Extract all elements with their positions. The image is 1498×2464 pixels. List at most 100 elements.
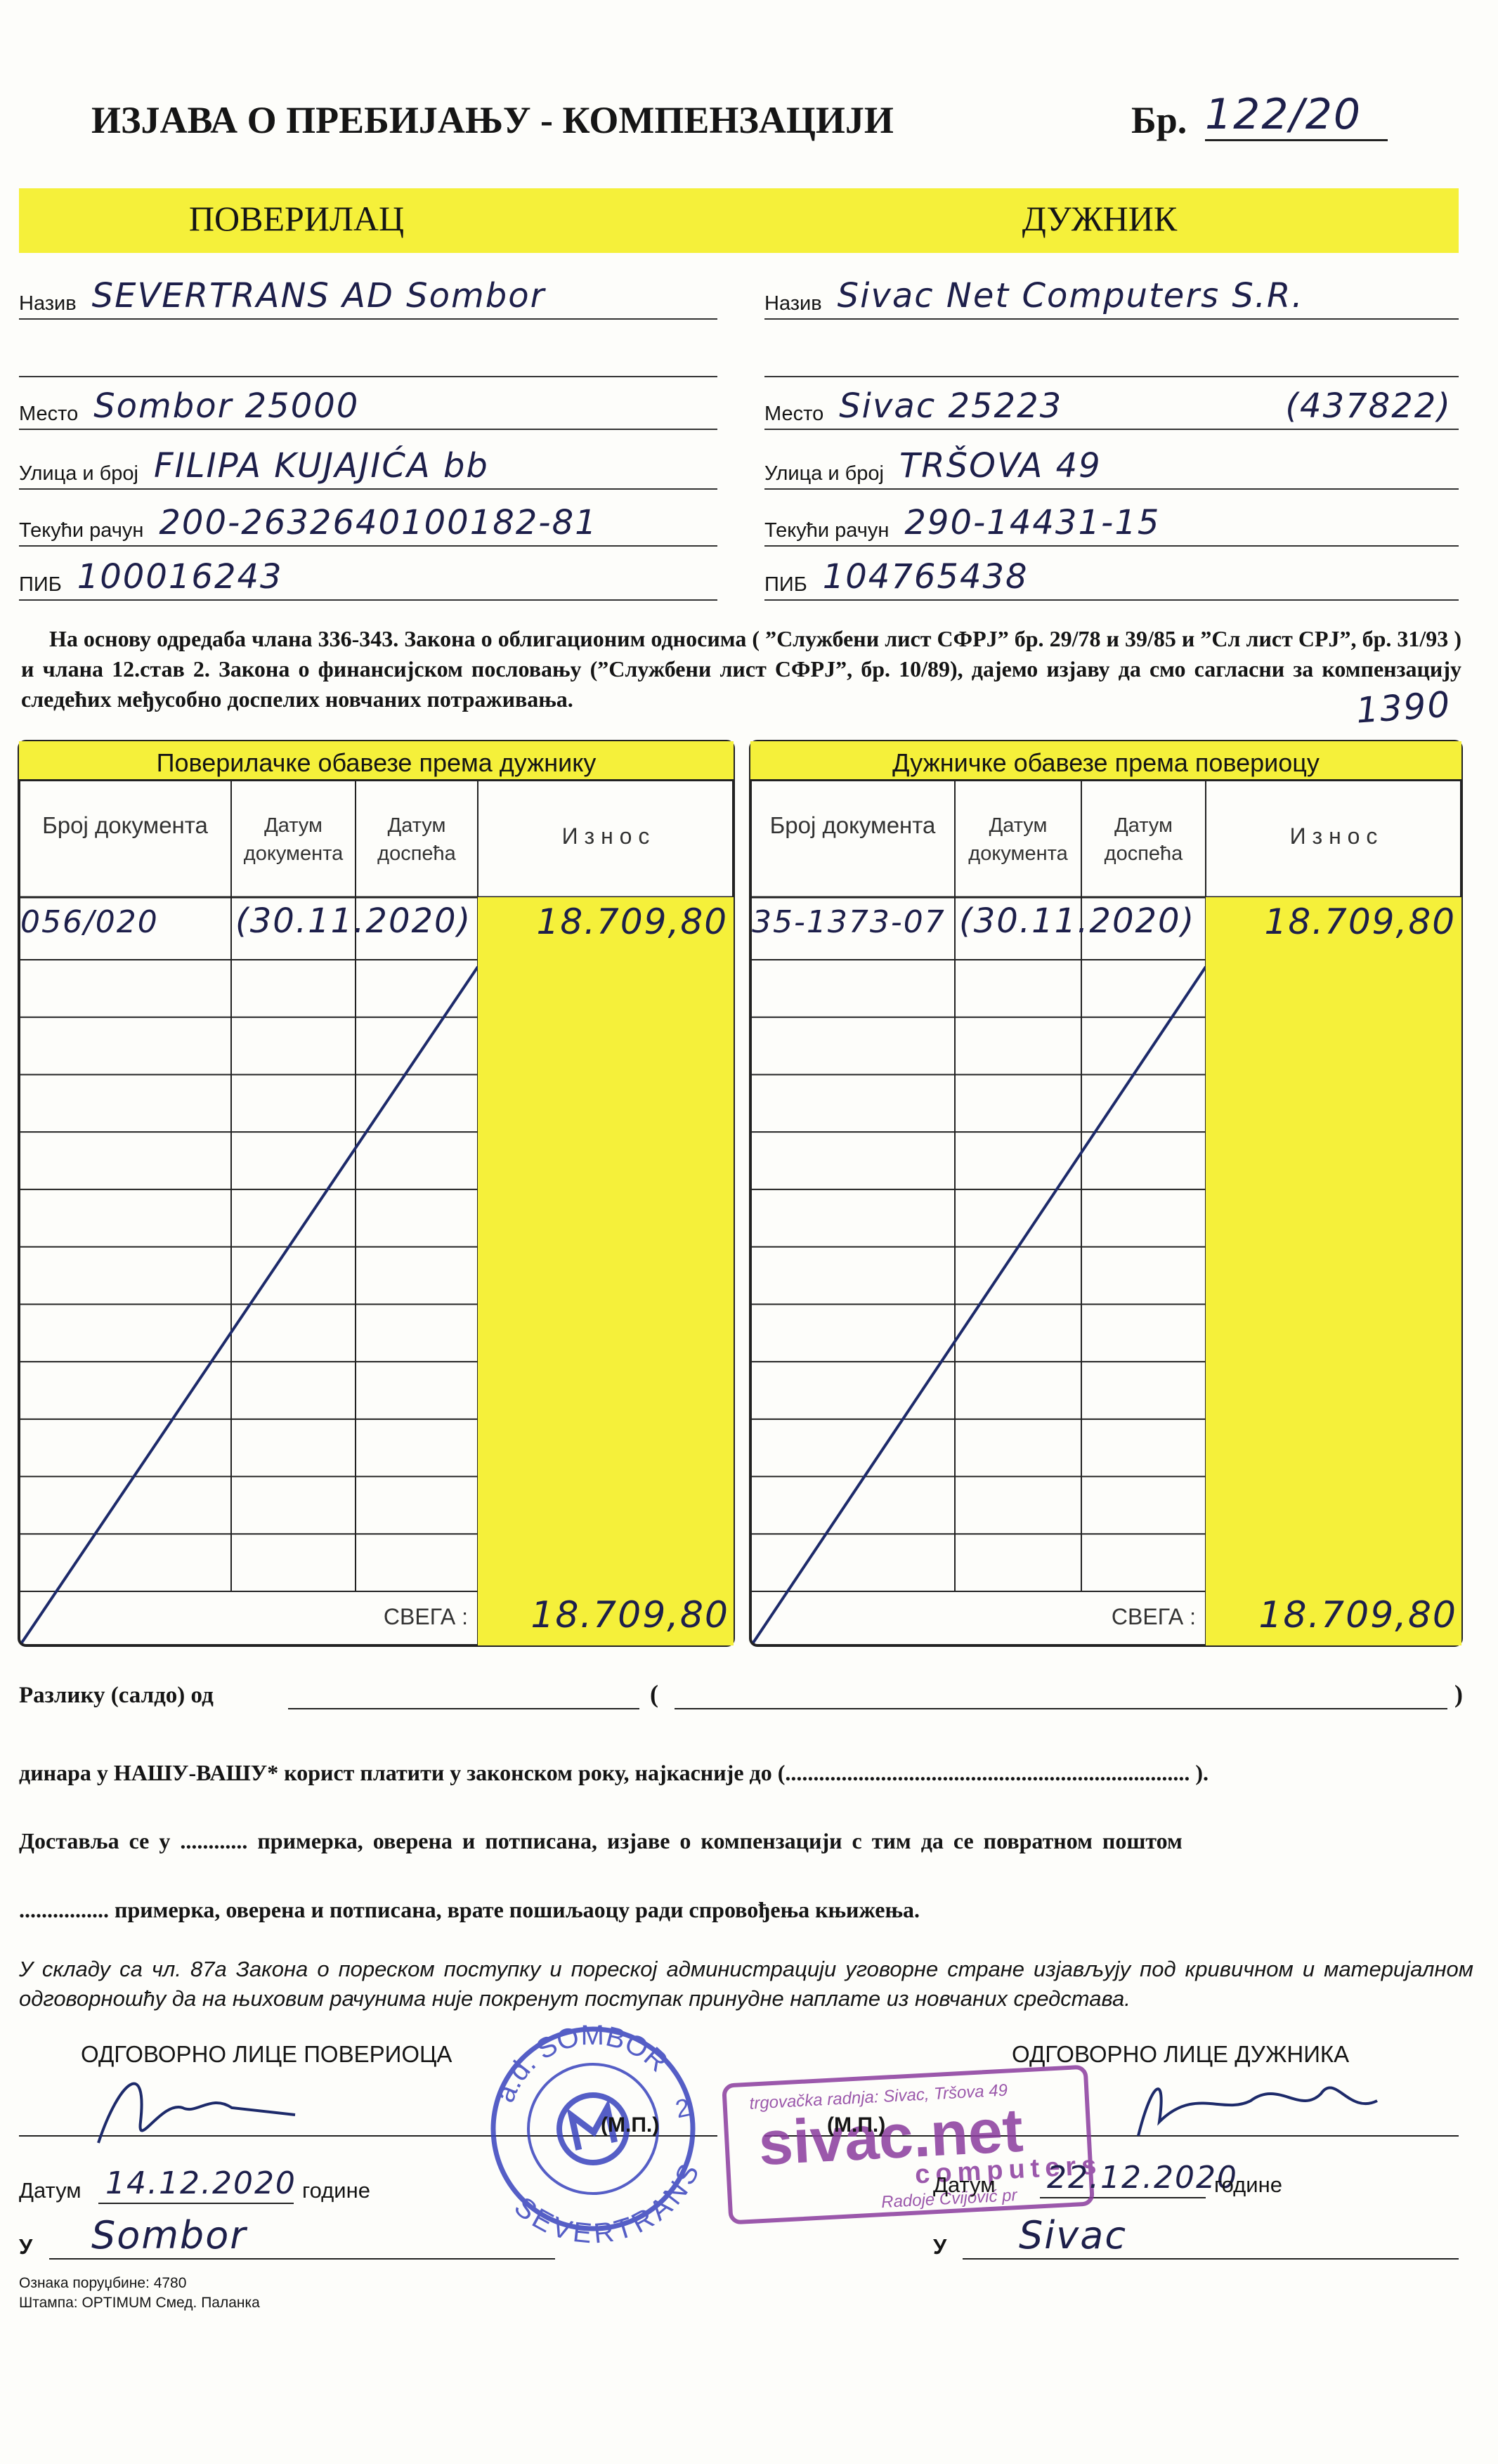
field-value: 100016243	[77, 557, 283, 597]
total-label: СВЕГА :	[383, 1604, 468, 1629]
field-label: Текући рачун	[19, 519, 144, 542]
column-header: Датум доспећа	[377, 814, 456, 865]
table-header-band	[19, 741, 734, 781]
date-value: 22.12.2020	[1047, 2160, 1238, 2196]
stamp-ring	[527, 2063, 659, 2195]
field-value: 290-14431-15	[904, 503, 1161, 542]
amount-fill	[478, 897, 734, 1645]
field-label: Место	[19, 403, 79, 425]
field-row: ПИБ 104765438	[764, 552, 1459, 601]
footer-order: Ознака поруџбине: 4780	[19, 2275, 187, 2291]
document-date: (30.11.2020)	[959, 901, 1196, 941]
payment-line: динара у НАШУ-ВАШУ* корист платити у зак…	[19, 1760, 1209, 1785]
cancel-stroke	[752, 965, 1207, 1644]
signature-scribble	[97, 2082, 296, 2144]
field-label: ПИБ	[19, 573, 62, 596]
field-row: Текући рачун 200-2632640100182-81	[19, 497, 717, 547]
column-header: Датум документа	[968, 814, 1068, 865]
field-label: Улица и број	[764, 462, 884, 485]
field-value: Sivac 25223	[839, 386, 1063, 426]
column-header: И з н о с	[1289, 823, 1378, 849]
total-amount: 18.709,80	[1258, 1594, 1457, 1636]
field-label: Место	[764, 403, 824, 425]
debtor-stamp: trgovačka radnja: Sivac, Tršova 49sivac.…	[722, 2065, 1102, 2224]
field-value: TRŠOVA 49	[899, 446, 1102, 485]
stamp-ring	[490, 2026, 696, 2231]
field-label: ПИБ	[764, 573, 807, 596]
column-header: Датум доспећа	[1104, 814, 1183, 865]
table-header-band	[750, 741, 1461, 781]
field-row: Место Sivac 25223 (437822)	[764, 381, 1459, 430]
field-row: Текући рачун 290-14431-15	[764, 497, 1459, 547]
field-value: Sombor 25000	[93, 386, 360, 426]
column-header: Број документа	[42, 812, 208, 838]
field-value: SEVERTRANS AD Sombor	[91, 276, 546, 315]
year-suffix: године	[1214, 2172, 1282, 2197]
paren-close: )	[1454, 1680, 1463, 1708]
handwritten-note: 1390	[1355, 684, 1453, 731]
stamp-frame	[722, 2065, 1095, 2224]
number-label: Бр.	[1131, 99, 1187, 141]
table-heading: Поверилачке обавезе према дужнику	[156, 748, 597, 777]
column-header: Број документа	[769, 812, 936, 838]
legal-basis: На основу одредаба члана 336-343. Закона…	[21, 626, 1461, 712]
total-label: СВЕГА :	[1111, 1604, 1196, 1629]
paren-open: (	[650, 1680, 658, 1708]
stamp-logo	[556, 2092, 630, 2165]
amount: 18.709,80	[536, 901, 728, 942]
place-value: Sombor	[91, 2213, 247, 2257]
amount-fill	[1206, 897, 1461, 1645]
field-row: Улица и број TRŠOVA 49	[764, 441, 1459, 490]
balance-label: Разлику (салдо) од	[19, 1683, 214, 1708]
footer-printer: Штампа: OPTIMUM Смед. Паланка	[19, 2295, 260, 2311]
place-label: У	[19, 2234, 33, 2259]
title: ИЗЈАВА О ПРЕБИЈАЊУ - КОМПЕНЗАЦИЈИ	[91, 99, 894, 141]
field-row: Место Sombor 25000	[19, 381, 717, 430]
number: 122/20	[1205, 90, 1388, 141]
date-label: Датум	[19, 2178, 82, 2203]
field-value: 104765438	[822, 557, 1029, 597]
stamp-logo	[566, 2099, 618, 2151]
field-label: Назив	[764, 292, 822, 315]
field-row: Назив Sivac Net Computers S.R.	[764, 270, 1459, 320]
stamp-brand: sivac.net	[757, 2095, 1024, 2179]
field-row: Назив SEVERTRANS AD Sombor	[19, 270, 717, 320]
tax-statement: У складу са чл. 87а Закона о пореском по…	[19, 1957, 1473, 2011]
document-number: 35-1373-07	[752, 904, 946, 940]
field-row: Улица и број FILIPA KUJAJIĆA bb	[19, 441, 717, 490]
party-band	[19, 188, 1459, 253]
seal-label: (М.П.)	[601, 2113, 660, 2137]
amount: 18.709,80	[1264, 901, 1456, 942]
seal-label: (М.П.)	[827, 2113, 886, 2137]
place-value: Sivac	[1019, 2213, 1128, 2257]
document-date: (30.11.2020)	[235, 901, 472, 941]
delivery-line: ................ примерка, оверена и пот…	[19, 1897, 920, 1922]
field-value: FILIPA KUJAJIĆA bb	[153, 446, 489, 485]
field-value: 200-2632640100182-81	[159, 503, 598, 542]
party-heading: ДУЖНИК	[1022, 199, 1178, 238]
place-label: У	[933, 2234, 947, 2259]
signature-title: ОДГОВОРНО ЛИЦЕ ДУЖНИКА	[1012, 2041, 1350, 2067]
field-value: Sivac Net Computers S.R.	[837, 276, 1304, 315]
blank-line	[764, 376, 1459, 377]
field-label: Улица и број	[19, 462, 138, 485]
field-label: Текући рачун	[764, 519, 890, 542]
field-label: Назив	[19, 292, 77, 315]
document-number: 056/020	[20, 904, 159, 940]
date-label: Датум	[933, 2172, 996, 2197]
delivery-line: Доставља се у ............ примерка, ове…	[19, 1828, 1183, 1853]
table-heading: Дужничке обавезе према повериоцу	[892, 748, 1320, 777]
party-heading: ПОВЕРИЛАЦ	[188, 199, 405, 238]
total-amount: 18.709,80	[530, 1594, 729, 1636]
column-header: И з н о с	[561, 823, 650, 849]
field-row: ПИБ 100016243	[19, 552, 717, 601]
date-value: 14.12.2020	[105, 2165, 297, 2201]
signature-title: ОДГОВОРНО ЛИЦЕ ПОВЕРИОЦА	[81, 2041, 452, 2067]
year-suffix: године	[302, 2178, 370, 2203]
blank-line	[19, 376, 717, 377]
column-header: Датум документа	[243, 814, 344, 865]
cancel-stroke	[20, 965, 479, 1644]
field-note: (437822)	[1285, 386, 1452, 426]
